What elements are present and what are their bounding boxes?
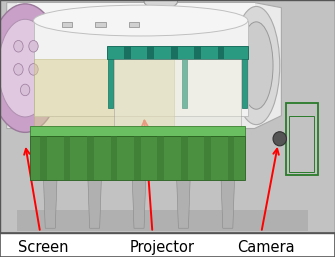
Polygon shape — [218, 46, 224, 59]
Polygon shape — [132, 180, 146, 228]
Polygon shape — [30, 136, 245, 180]
Polygon shape — [182, 59, 187, 108]
Polygon shape — [221, 180, 234, 228]
Ellipse shape — [20, 84, 30, 96]
Polygon shape — [114, 59, 241, 128]
Ellipse shape — [29, 41, 38, 52]
Polygon shape — [88, 180, 101, 228]
Bar — [62, 22, 72, 27]
Polygon shape — [124, 46, 131, 59]
Bar — [129, 22, 139, 27]
Text: Screen: Screen — [18, 240, 69, 255]
Ellipse shape — [273, 132, 286, 146]
Text: Projector: Projector — [130, 240, 195, 255]
Ellipse shape — [0, 4, 62, 132]
Ellipse shape — [29, 64, 38, 75]
Ellipse shape — [14, 41, 23, 52]
Ellipse shape — [233, 6, 280, 125]
Polygon shape — [228, 136, 234, 180]
Polygon shape — [177, 180, 190, 228]
Polygon shape — [64, 136, 70, 180]
Ellipse shape — [34, 5, 248, 36]
Polygon shape — [204, 136, 211, 180]
Polygon shape — [107, 46, 248, 59]
Polygon shape — [108, 59, 113, 108]
Polygon shape — [87, 136, 94, 180]
Bar — [286, 103, 318, 175]
Polygon shape — [30, 126, 245, 136]
Bar — [0, 233, 335, 257]
Polygon shape — [17, 210, 308, 231]
Ellipse shape — [240, 22, 273, 109]
Polygon shape — [34, 21, 248, 116]
Polygon shape — [181, 136, 188, 180]
Ellipse shape — [0, 19, 52, 117]
Bar — [95, 22, 106, 27]
Polygon shape — [194, 46, 201, 59]
Polygon shape — [147, 46, 154, 59]
Polygon shape — [44, 180, 57, 228]
Polygon shape — [17, 3, 255, 26]
Polygon shape — [111, 136, 117, 180]
Polygon shape — [40, 136, 47, 180]
Polygon shape — [7, 3, 281, 128]
Ellipse shape — [14, 64, 23, 75]
Text: Camera: Camera — [238, 240, 295, 255]
Polygon shape — [171, 46, 178, 59]
Ellipse shape — [144, 0, 178, 9]
Polygon shape — [134, 136, 141, 180]
Polygon shape — [242, 59, 247, 108]
Polygon shape — [157, 136, 164, 180]
Polygon shape — [34, 59, 174, 144]
Bar — [289, 116, 314, 172]
